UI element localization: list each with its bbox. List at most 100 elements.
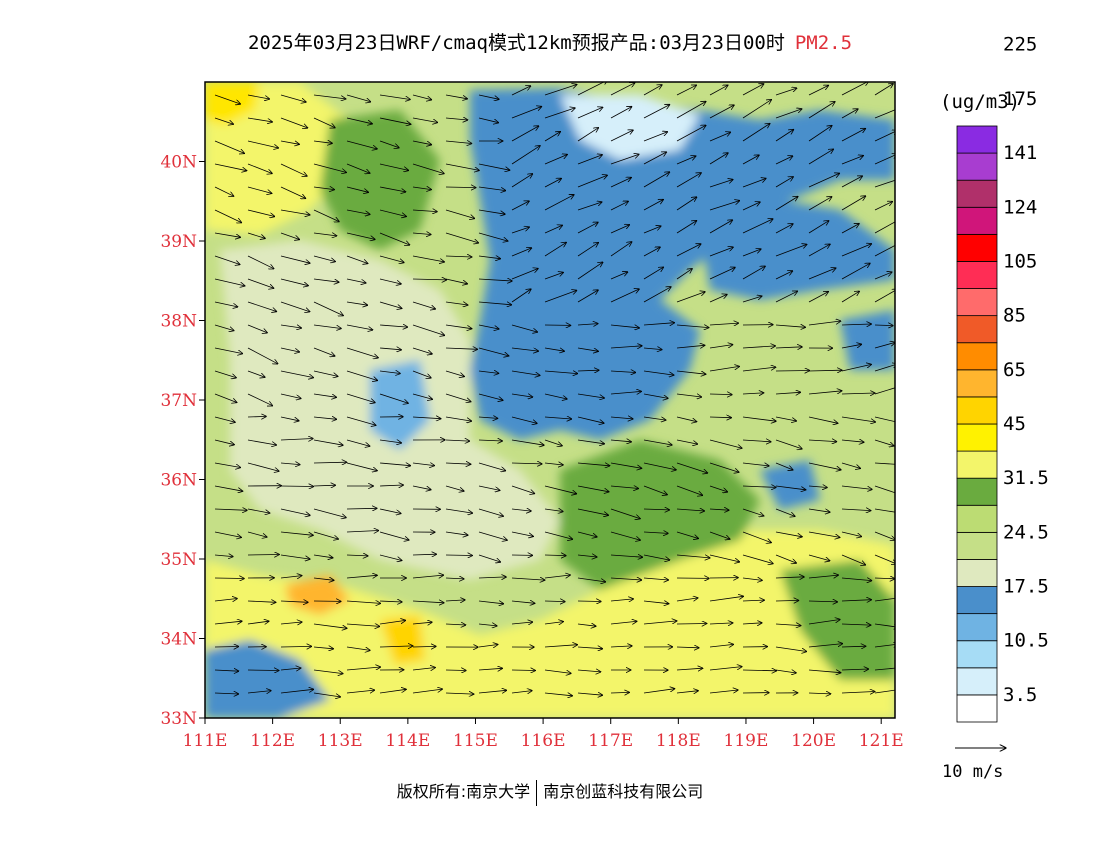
wind-arrow <box>280 668 301 670</box>
wind-arrow <box>511 248 532 257</box>
colorbar-swatch <box>956 531 998 560</box>
wind-arrow <box>247 163 272 174</box>
wind-arrow <box>346 646 370 650</box>
wind-arrow <box>676 462 708 473</box>
wind-arrow <box>445 531 468 535</box>
wind-arrow <box>379 232 410 245</box>
wind-arrow <box>643 370 674 375</box>
x-tick-label: 113E <box>318 731 363 751</box>
y-axis: 33N 34N 35N 36N 37N 38N 39N 40N <box>160 153 205 729</box>
wind-arrow <box>247 416 266 417</box>
wind-arrow <box>709 439 742 448</box>
wind-arrow <box>808 575 838 579</box>
colorbar-label: 3.5 <box>1003 684 1037 706</box>
wind-arrow <box>478 645 498 648</box>
wind-arrow <box>874 364 895 372</box>
colorbar-swatch <box>956 369 998 398</box>
colorbar-swatch <box>956 206 998 235</box>
wind-arrow <box>676 554 710 558</box>
wind-arrow <box>775 416 796 421</box>
wind-arrow <box>379 186 406 192</box>
wind-arrow <box>412 187 431 190</box>
wind-arrow <box>841 578 872 581</box>
wind-arrow <box>610 225 630 234</box>
wind-arrow <box>412 324 445 335</box>
wind-arrow <box>511 485 535 494</box>
wind-arrow <box>709 462 739 472</box>
wind-arrow <box>709 201 740 211</box>
wind-arrow <box>577 624 596 626</box>
wind-arrow <box>214 599 237 602</box>
wind-arrow <box>544 178 561 188</box>
wind-arrow <box>478 624 497 626</box>
wind-arrow <box>379 301 402 308</box>
colorbar-label: 10.5 <box>1003 630 1049 652</box>
y-tick-label: 33N <box>160 709 197 729</box>
field-region-south <box>205 530 895 718</box>
wind-arrow <box>412 601 444 603</box>
colorbar-label: 85 <box>1003 305 1026 327</box>
wind-arrow <box>808 486 827 488</box>
wind-arrow <box>379 278 401 284</box>
wind-arrow <box>478 508 503 516</box>
colorbar: 3.5 10.5 17.5 24.5 31.5 45 65 85 105 124 141 175 225 <box>956 34 1049 723</box>
wind-arrow <box>874 272 892 280</box>
wind-arrow <box>214 621 242 624</box>
wind-arrow <box>841 244 872 257</box>
wind-arrow <box>313 163 346 173</box>
wind-arrow <box>511 347 538 351</box>
wind-arrow <box>247 209 275 217</box>
wind-arrow <box>643 247 660 257</box>
field-region-shandong-blue <box>760 460 820 510</box>
wind-arrow <box>544 509 563 512</box>
wind-arrow <box>775 624 801 626</box>
wind-arrow <box>478 279 512 281</box>
field-region-bohai-blue <box>700 200 895 300</box>
wind-arrow <box>676 345 705 348</box>
colorbar-unit: (ug/m3) <box>940 91 1021 113</box>
wind-arrow <box>346 94 371 102</box>
wind-arrow <box>247 232 265 238</box>
wind-arrow <box>214 693 239 694</box>
colorbar-label: 225 <box>1003 34 1037 56</box>
wind-arrow <box>379 646 413 647</box>
wind-arrow <box>313 508 346 518</box>
wind-arrow <box>214 301 238 307</box>
wind-arrow <box>742 296 762 303</box>
y-tick-label: 35N <box>160 550 197 570</box>
footer-left: 版权所有:南京大学 <box>396 782 531 801</box>
wind-arrow <box>808 173 840 188</box>
y-tick-label: 36N <box>160 471 197 491</box>
wind-arrow <box>478 302 512 305</box>
wind-arrow <box>742 508 764 516</box>
wind-arrow <box>511 227 529 234</box>
wind-arrow <box>841 531 862 537</box>
wind-arrow <box>313 555 333 558</box>
wind-arrow <box>214 647 239 648</box>
colorbar-swatch <box>956 315 998 344</box>
wind-arrow <box>280 94 306 102</box>
wind-arrow <box>841 624 871 625</box>
wind-arrow <box>874 689 895 694</box>
wind-arrow <box>841 485 872 489</box>
wind-arrow <box>874 667 895 671</box>
wind-arrow <box>445 600 465 601</box>
wind-arrow <box>610 646 632 647</box>
wind-arrow <box>577 107 603 119</box>
wind-arrow <box>742 178 766 188</box>
wind-arrow <box>577 693 603 695</box>
colorbar-swatch <box>956 613 998 642</box>
wind-arrow <box>709 623 733 624</box>
wind-arrow <box>775 371 810 372</box>
wind-arrow <box>709 85 728 96</box>
wind-arrow <box>577 202 602 211</box>
wind-arrow <box>280 689 314 694</box>
wind-arrow <box>214 416 235 422</box>
wind-arrow <box>280 508 310 515</box>
wind-arrow <box>478 668 502 670</box>
x-tick-label: 117E <box>588 731 633 751</box>
wind-arrow <box>247 555 279 556</box>
y-tick-label: 38N <box>160 312 197 332</box>
wind-arrow <box>709 667 742 671</box>
wind-arrow <box>511 86 531 96</box>
